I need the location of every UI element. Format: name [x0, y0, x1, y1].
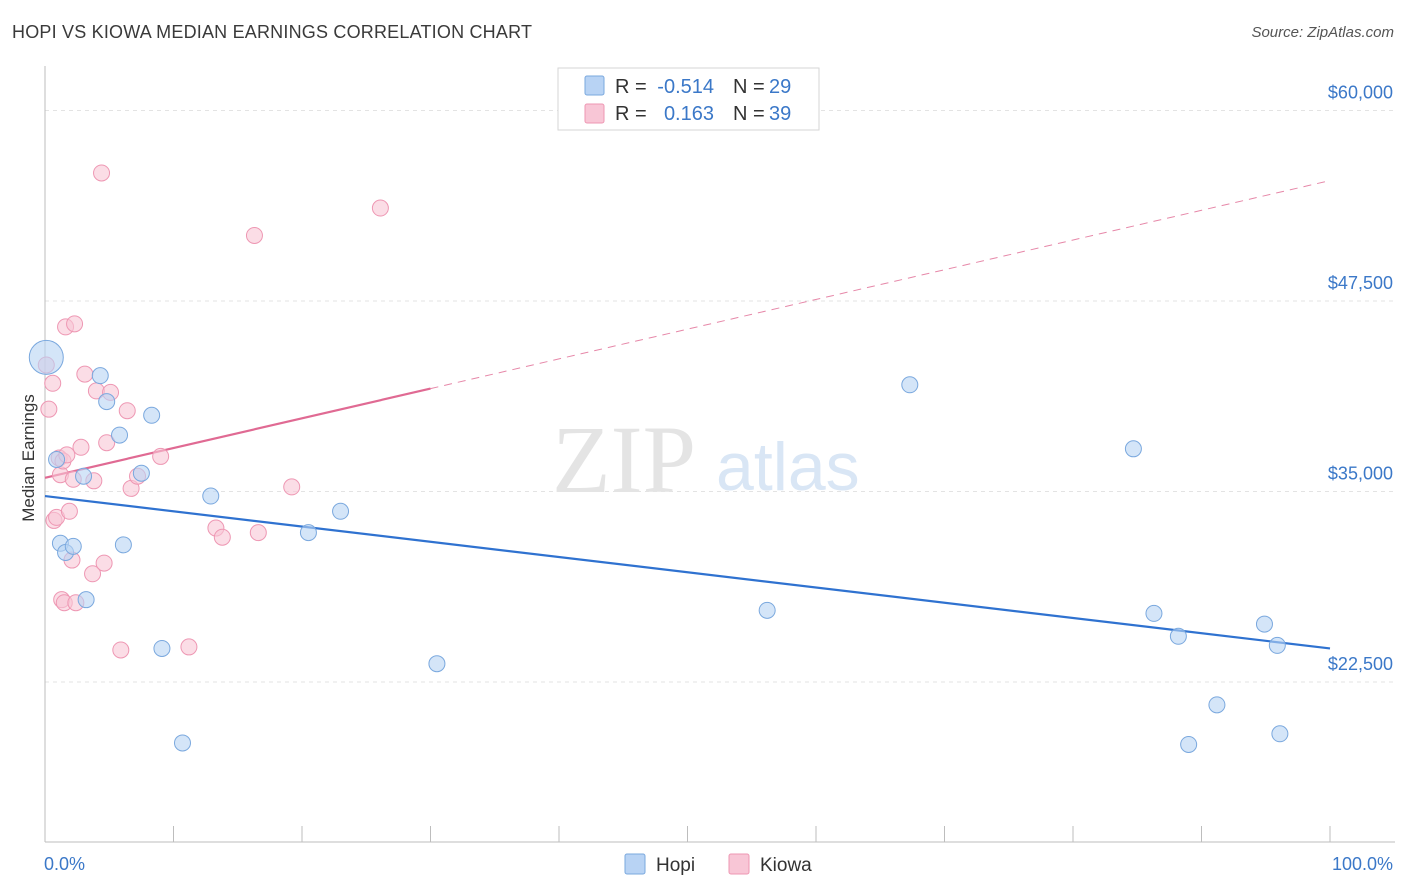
- hopi-point-8: [98, 393, 116, 411]
- kiowa-point-2: [44, 374, 62, 392]
- kiowa-point-22: [93, 164, 111, 182]
- bottom-legend: Hopi Kiowa: [624, 853, 812, 876]
- kiowa-point-37: [371, 199, 389, 217]
- hopi-point-15: [202, 487, 220, 505]
- watermark-atlas: atlas: [716, 429, 860, 505]
- kiowa-point-27: [118, 402, 136, 420]
- watermark: ZIP atlas: [552, 406, 860, 513]
- axes: [44, 66, 1395, 843]
- hopi-point-14: [173, 734, 191, 752]
- hopi-point-9: [111, 426, 129, 444]
- kiowa-point-34: [245, 226, 263, 244]
- hopi-point-20: [901, 376, 919, 394]
- hopi-point-11: [132, 464, 150, 482]
- legend-n-label-kiowa: N =: [733, 103, 765, 125]
- legend-r-label-hopi: R =: [615, 76, 647, 98]
- legend-r-label-kiowa: R =: [615, 103, 647, 125]
- kiowa-point-18: [76, 365, 94, 383]
- trend-line-hopi: [44, 494, 1331, 650]
- y-tick-labels: $22,500 $35,000 $47,500 $60,000: [1328, 82, 1393, 674]
- kiowa-point-30: [152, 447, 170, 465]
- kiowa-point-23: [95, 554, 113, 572]
- kiowa-point-12: [60, 502, 78, 520]
- trend-line-kiowa-solid: [44, 387, 431, 479]
- y-tick-label-1: $35,000: [1328, 463, 1393, 483]
- chart-source: Source: ZipAtlas.com: [1251, 24, 1394, 41]
- hopi-point-4: [64, 537, 82, 555]
- x-tick-labels: 0.0% 100.0%: [44, 854, 1393, 874]
- kiowa-point-19: [84, 565, 102, 583]
- hopi-point-7: [91, 367, 109, 385]
- y-tick-label-2: $47,500: [1328, 273, 1393, 293]
- kiowa-point-33: [213, 528, 231, 546]
- hopi-point-26: [1255, 615, 1273, 633]
- kiowa-point-36: [283, 478, 301, 496]
- hopi-point-25: [1208, 696, 1226, 714]
- hopi-point-28: [1271, 725, 1289, 743]
- kiowa-point-1: [40, 400, 58, 418]
- y-tick-label-0: $22,500: [1328, 654, 1393, 674]
- hopi-point-19: [758, 601, 776, 619]
- hopi-point-6: [77, 591, 95, 609]
- legend-swatch-hopi: [584, 75, 605, 96]
- hopi-point-21: [1124, 440, 1142, 458]
- hopi-point-5: [75, 467, 93, 485]
- x-tick-label-1: 100.0%: [1332, 854, 1393, 874]
- hopi-point-27: [1268, 636, 1286, 654]
- kiowa-point-35: [249, 524, 267, 542]
- data-points: [28, 164, 1289, 753]
- bottom-legend-label-hopi: Hopi: [656, 855, 695, 876]
- hopi-point-12: [143, 406, 161, 424]
- legend-r-value-hopi: -0.514: [657, 76, 714, 98]
- legend-n-value-kiowa: 39: [769, 103, 791, 125]
- hopi-point-18: [428, 655, 446, 673]
- hopi-point-13: [153, 639, 171, 657]
- legend-n-value-hopi: 29: [769, 76, 791, 98]
- legend-r-value-kiowa: 0.163: [664, 103, 714, 125]
- hopi-point-23: [1169, 627, 1187, 645]
- trend-lines: [44, 180, 1331, 650]
- hopi-point-22: [1145, 604, 1163, 622]
- y-tick-label-3: $60,000: [1328, 82, 1393, 102]
- x-tick-label-0: 0.0%: [44, 854, 85, 874]
- hopi-point-0: [28, 339, 64, 375]
- hopi-point-16: [299, 524, 317, 542]
- bottom-legend-swatch-kiowa: [728, 853, 750, 875]
- hopi-point-24: [1180, 735, 1198, 753]
- chart-title: HOPI VS KIOWA MEDIAN EARNINGS CORRELATIO…: [12, 22, 533, 42]
- legend: R = -0.514 N = 29 R = 0.163 N = 39: [557, 67, 820, 131]
- watermark-zip: ZIP: [552, 406, 696, 513]
- y-axis-title: Median Earnings: [19, 394, 38, 522]
- kiowa-point-26: [112, 641, 130, 659]
- hopi-point-1: [48, 450, 66, 468]
- kiowa-point-31: [180, 638, 198, 656]
- bottom-legend-label-kiowa: Kiowa: [760, 855, 812, 876]
- kiowa-point-15: [66, 315, 84, 333]
- trend-line-kiowa-dashed: [430, 180, 1331, 390]
- hopi-point-17: [332, 502, 350, 520]
- kiowa-point-24: [98, 434, 116, 452]
- legend-swatch-kiowa: [584, 103, 605, 124]
- kiowa-point-17: [72, 438, 90, 456]
- grid-lines: [45, 109, 1395, 683]
- bottom-legend-swatch-hopi: [624, 853, 646, 875]
- hopi-point-10: [114, 536, 132, 554]
- legend-n-label-hopi: N =: [733, 76, 765, 98]
